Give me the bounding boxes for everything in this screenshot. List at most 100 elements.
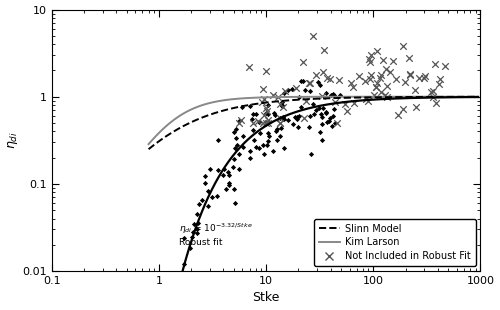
Point [138,272,146,277]
Point [224,183,232,188]
Point [182,272,190,277]
Point [322,109,330,114]
Point [294,125,302,130]
Point [236,118,244,123]
Point [322,110,330,115]
Point [201,181,209,186]
Point [198,198,205,203]
Point [235,167,243,172]
Point [258,99,266,104]
Point [316,129,324,134]
Line: Slinn Model: Slinn Model [148,97,478,149]
Point [326,93,334,98]
Point [295,95,303,100]
Point [332,99,340,104]
Point [162,272,170,277]
Point [322,90,330,95]
Point [246,155,254,160]
Point [370,92,378,97]
Point [262,110,270,115]
Point [270,92,278,97]
Point [196,202,203,207]
Point [238,104,246,109]
Point [293,114,301,119]
Point [310,102,318,107]
Point [226,172,234,177]
Point [238,134,246,139]
Point [232,135,240,140]
Point [174,272,182,277]
Point [278,100,285,105]
Point [427,89,435,94]
Point [350,100,358,105]
Text: $\eta_{di}$ = 10$^{-3.32/Stke}$
Robust fit: $\eta_{di}$ = 10$^{-3.32/Stke}$ Robust f… [180,222,253,247]
Point [280,117,288,122]
Kim Larson [342,95,347,99]
Point [382,66,390,71]
Point [231,201,239,206]
Point [323,76,331,81]
Point [150,272,158,277]
Point [256,131,264,136]
Point [379,58,387,63]
Point [322,119,330,124]
Point [265,134,273,139]
Point [189,229,197,234]
Point [148,272,156,277]
Point [264,111,272,116]
Point [133,272,141,277]
Point [140,272,148,277]
Point [315,106,323,111]
Point [305,80,313,85]
Point [272,127,280,132]
Point [306,81,314,86]
Point [328,123,336,128]
Point [188,235,196,240]
Point [394,112,402,117]
Kim Larson [475,95,481,99]
Point [229,164,237,169]
Point [406,71,413,76]
Point [372,48,380,53]
Point [231,146,239,151]
Point [264,121,272,126]
Point [441,63,449,68]
Point [273,137,281,142]
Point [208,195,216,200]
Point [316,82,324,87]
Point [224,169,232,174]
Point [236,118,244,123]
Point [354,74,362,79]
Point [134,272,141,277]
Point [415,76,423,81]
Point [142,272,150,277]
Kim Larson [302,95,308,99]
Point [291,115,299,120]
Point [299,59,307,64]
Point [255,145,263,150]
Point [392,77,400,82]
Point [262,105,270,110]
Point [204,188,212,193]
Point [274,95,282,100]
Point [138,272,146,277]
Point [276,121,284,126]
Point [295,113,303,118]
Point [262,121,270,126]
Point [364,98,372,103]
Point [376,76,384,81]
Point [245,65,253,70]
Point [214,193,222,198]
Point [278,103,286,108]
Point [279,104,287,109]
Point [312,108,320,113]
Point [384,84,392,89]
Point [320,48,328,53]
Point [278,103,285,108]
Point [430,62,438,67]
Point [405,56,413,61]
Point [402,79,409,84]
Point [420,76,428,81]
Point [158,272,166,277]
Slinn Model [467,95,473,99]
